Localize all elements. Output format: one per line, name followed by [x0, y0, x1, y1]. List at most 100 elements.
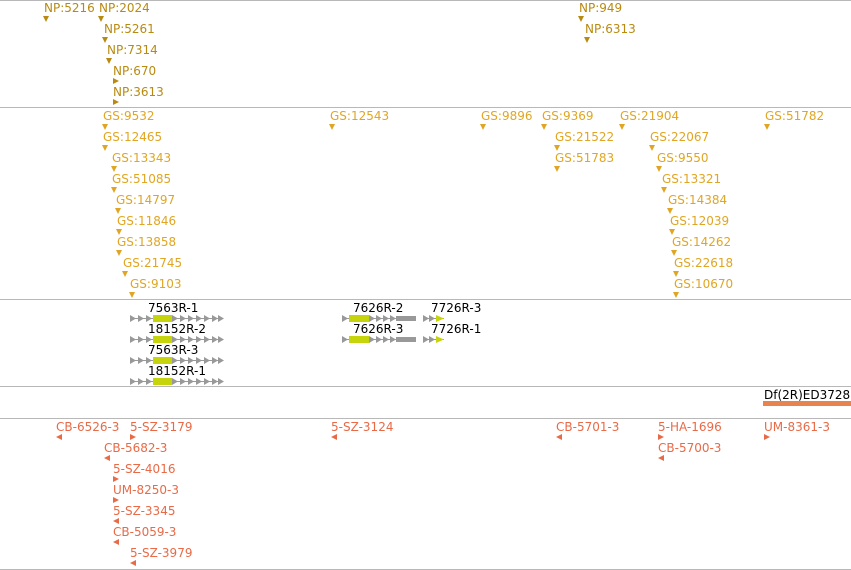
insertion-marker-icon: [106, 58, 112, 64]
insertion-marker-icon: [98, 16, 104, 22]
insertion-marker-icon: [104, 455, 110, 461]
insertion-label: GS:14262: [672, 235, 732, 249]
insertion-label: GS:21522: [555, 130, 615, 144]
insertion-label: GS:22067: [650, 130, 710, 144]
insertion-marker-icon: [43, 16, 49, 22]
insertion-label: GS:9369: [542, 109, 594, 123]
insertion-marker-icon: [556, 434, 562, 440]
insertion-marker-icon: [658, 434, 664, 440]
deficiency-bar: [763, 401, 851, 406]
insertion-marker-icon: [658, 455, 664, 461]
transcript-label: 7563R-3: [148, 343, 199, 357]
insertion-label: GS:9550: [657, 151, 709, 165]
insertion-label: 5-SZ-3979: [130, 546, 193, 560]
insertion-label: GS:9896: [481, 109, 533, 123]
insertion-label: NP:5261: [104, 22, 155, 36]
insertion-label: GS:51783: [555, 151, 615, 165]
insertion-marker-icon: [111, 187, 117, 193]
insertion-marker-icon: [578, 16, 584, 22]
transcript-label: 18152R-2: [148, 322, 206, 336]
insertion-label: GS:21904: [620, 109, 680, 123]
insertion-marker-icon: [480, 124, 486, 130]
insertion-label: UM-8361-3: [764, 420, 830, 434]
insertion-marker-icon: [656, 166, 662, 172]
insertion-label: CB-5700-3: [658, 441, 722, 455]
insertion-label: NP:7314: [107, 43, 158, 57]
insertion-label: 5-SZ-4016: [113, 462, 176, 476]
transcript-label: 7626R-3: [353, 322, 404, 336]
insertion-marker-icon: [113, 518, 119, 524]
insertion-marker-icon: [584, 37, 590, 43]
insertion-marker-icon: [764, 124, 770, 130]
insertion-marker-icon: [113, 476, 119, 482]
insertion-label: CB-6526-3: [56, 420, 120, 434]
insertion-marker-icon: [113, 78, 119, 84]
insertion-label: NP:5216: [44, 1, 95, 15]
insertion-marker-icon: [115, 208, 121, 214]
insertion-marker-icon: [671, 250, 677, 256]
insertion-label: 5-SZ-3179: [130, 420, 193, 434]
insertion-label: GS:14797: [116, 193, 176, 207]
insertion-label: 5-HA-1696: [658, 420, 722, 434]
insertion-label: GS:10670: [674, 277, 734, 291]
track-separator: [0, 299, 851, 300]
insertion-marker-icon: [667, 208, 673, 214]
insertion-label: 5-SZ-3345: [113, 504, 176, 518]
track-separator: [0, 418, 851, 419]
insertion-label: NP:670: [113, 64, 157, 78]
insertion-marker-icon: [331, 434, 337, 440]
track-separator: [0, 107, 851, 108]
transcript-label: 7626R-2: [353, 301, 404, 315]
transcript-label: 18152R-1: [148, 364, 206, 378]
insertion-marker-icon: [669, 229, 675, 235]
insertion-marker-icon: [116, 229, 122, 235]
insertion-label: NP:949: [579, 1, 623, 15]
insertion-marker-icon: [130, 560, 136, 566]
insertion-marker-icon: [619, 124, 625, 130]
insertion-marker-icon: [673, 292, 679, 298]
insertion-marker-icon: [554, 166, 560, 172]
insertion-label: GS:13343: [112, 151, 172, 165]
insertion-marker-icon: [113, 539, 119, 545]
insertion-marker-icon: [541, 124, 547, 130]
insertion-label: NP:2024: [99, 1, 150, 15]
insertion-label: GS:14384: [668, 193, 728, 207]
insertion-label: GS:12543: [330, 109, 390, 123]
insertion-marker-icon: [649, 145, 655, 151]
insertion-label: CB-5059-3: [113, 525, 177, 539]
insertion-marker-icon: [102, 37, 108, 43]
insertion-label: GS:13858: [117, 235, 177, 249]
insertion-label: GS:11846: [117, 214, 177, 228]
insertion-label: GS:51782: [765, 109, 825, 123]
insertion-label: UM-8250-3: [113, 483, 179, 497]
insertion-label: GS:22618: [674, 256, 734, 270]
insertion-marker-icon: [554, 145, 560, 151]
insertion-label: 5-SZ-3124: [331, 420, 394, 434]
insertion-label: GS:9103: [130, 277, 182, 291]
transcript-label: 7563R-1: [148, 301, 199, 315]
track-separator: [0, 0, 851, 1]
insertion-label: GS:13321: [662, 172, 722, 186]
insertion-label: NP:3613: [113, 85, 164, 99]
insertion-label: GS:9532: [103, 109, 155, 123]
insertion-marker-icon: [673, 271, 679, 277]
track-separator: [0, 386, 851, 387]
insertion-label: GS:51085: [112, 172, 172, 186]
transcript-label: 7726R-1: [431, 322, 482, 336]
insertion-marker-icon: [130, 434, 136, 440]
insertion-label: CB-5701-3: [556, 420, 620, 434]
insertion-label: NP:6313: [585, 22, 636, 36]
transcript-label: 7726R-3: [431, 301, 482, 315]
insertion-marker-icon: [329, 124, 335, 130]
insertion-marker-icon: [56, 434, 62, 440]
insertion-label: CB-5682-3: [104, 441, 168, 455]
insertion-marker-icon: [111, 166, 117, 172]
insertion-label: GS:12039: [670, 214, 730, 228]
